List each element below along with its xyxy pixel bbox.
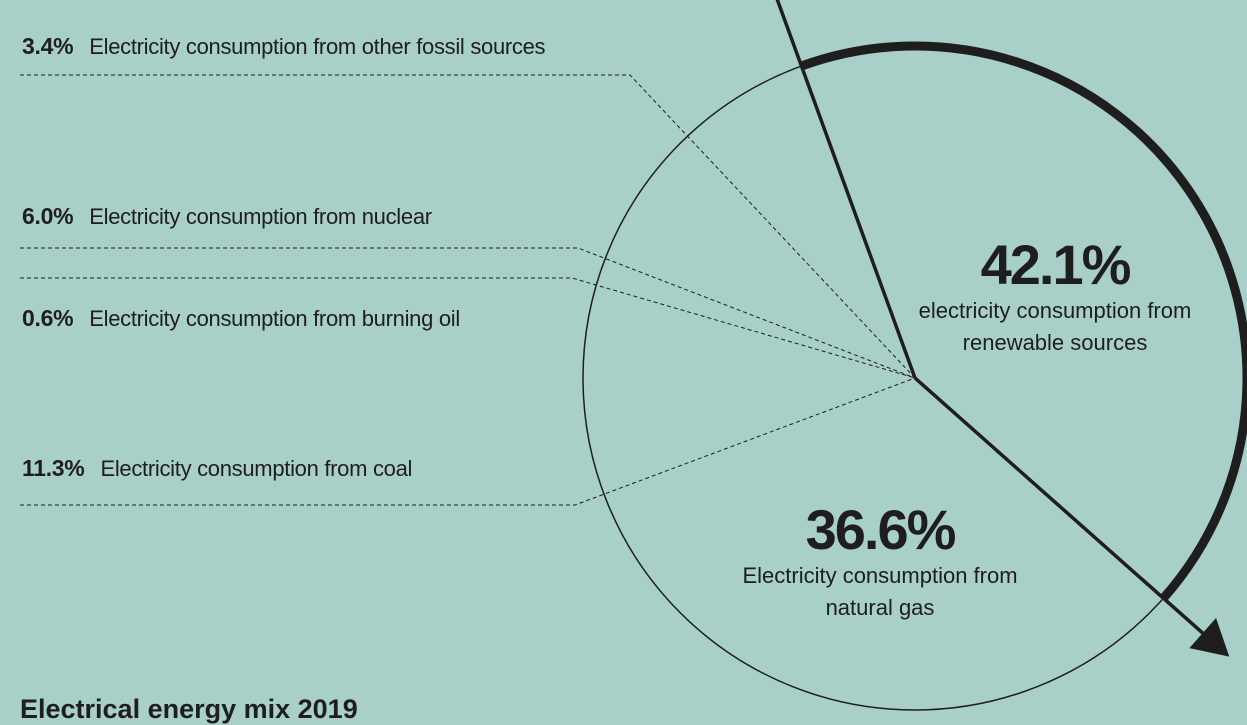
- slice-label: 6.0% Electricity consumption from nuclear: [22, 203, 432, 230]
- leader-line: [20, 247, 916, 379]
- slice-label: 42.1% electricity consumption from renewa…: [905, 235, 1205, 359]
- boundary-arrow: [913, 376, 1208, 639]
- slice-label: 11.3% Electricity consumption from coal: [22, 455, 412, 482]
- slice-label: 3.4% Electricity consumption from other f…: [22, 33, 546, 60]
- leader-line: [20, 277, 916, 379]
- value-label: 11.3%: [22, 455, 85, 481]
- slice-label: 36.6% Electricity consumption from natura…: [730, 500, 1030, 624]
- leader-line: [20, 377, 916, 506]
- slice-label: 0.6% Electricity consumption from burning…: [22, 305, 460, 332]
- category-label: Electricity consumption from nuclear: [89, 204, 432, 229]
- highlight-arc: [799, 41, 1247, 602]
- arrow-head: [1189, 617, 1230, 657]
- chart-title: Electrical energy mix 2019: [20, 694, 358, 724]
- category-label: Electricity consumption from burning oil: [89, 306, 460, 331]
- value-label: 0.6%: [22, 305, 74, 331]
- value-label: 36.6%: [805, 498, 957, 561]
- value-label: 6.0%: [22, 203, 74, 229]
- boundary-line: [775, 0, 917, 379]
- category-label: Electricity consumption from coal: [100, 456, 413, 481]
- value-label: 3.4%: [22, 33, 74, 59]
- category-label: Electricity consumption from natural gas: [742, 563, 1018, 620]
- category-label: electricity consumption from renewable s…: [918, 298, 1192, 355]
- value-label: 42.1%: [980, 233, 1132, 296]
- category-label: Electricity consumption from other fossi…: [89, 34, 546, 59]
- leader-line: [20, 74, 916, 379]
